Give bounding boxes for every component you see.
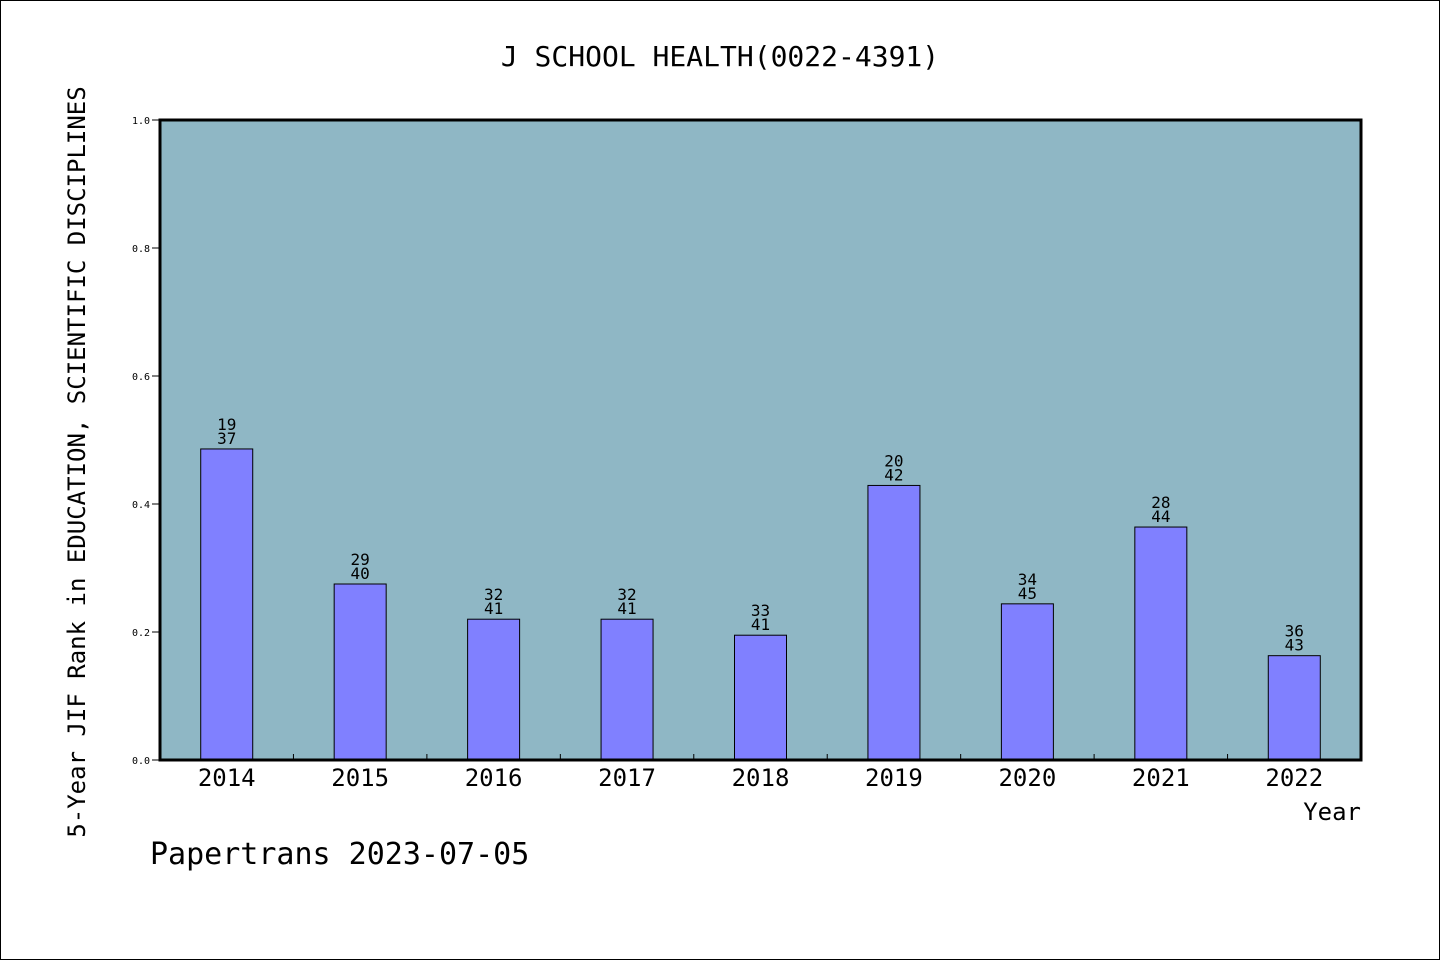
bar-2018 (734, 634, 787, 761)
x-tick-label-2015: 2015 (331, 764, 389, 792)
bar-label-total-2019: 42 (884, 465, 903, 484)
bar-label-total-2016: 41 (484, 599, 503, 618)
y-axis-title: 5-Year JIF Rank in EDUCATION, SCIENTIFIC… (63, 86, 91, 837)
bar-label-rank-2022: 36 (1285, 622, 1304, 641)
bar-2019 (867, 484, 921, 761)
bar-label-total-2020: 45 (1018, 584, 1037, 603)
bar-2022 (1267, 655, 1321, 761)
bar-label-total-2015: 40 (351, 564, 370, 583)
x-tick-label-2014: 2014 (198, 764, 256, 792)
bar-2015 (333, 583, 387, 761)
bar-2021 (1134, 526, 1188, 761)
plot-border (158, 118, 1363, 762)
y-tick-label: 0.2 (132, 628, 150, 639)
y-axis: 0.0 0.2 0.4 0.6 0.8 1.0 (132, 116, 160, 767)
y-tick-label: 1.0 (132, 116, 150, 127)
x-tick-label-2020: 2020 (998, 764, 1056, 792)
bar-label-total-2017: 41 (617, 599, 636, 618)
bar-label-rank-2014: 19 (217, 415, 236, 434)
bar-label-rank-2017: 32 (617, 585, 636, 604)
bar-2020 (1000, 603, 1054, 761)
bar-label-total-2022: 43 (1285, 636, 1304, 655)
bar-2016 (467, 618, 521, 761)
x-tick-label-2021: 2021 (1132, 764, 1190, 792)
bar-2017 (600, 618, 654, 761)
x-tick-label-2019: 2019 (865, 764, 923, 792)
x-axis: 2014 2015 2016 2017 2018 2019 2020 2021 2022 (159, 754, 1362, 792)
y-tick-label: 0.0 (132, 756, 150, 767)
x-axis-title: Year (1303, 798, 1361, 826)
bar-label-rank-2020: 34 (1018, 570, 1037, 589)
x-tick-label-2022: 2022 (1265, 764, 1323, 792)
x-tick-label-2016: 2016 (465, 764, 523, 792)
bar-label-rank-2021: 28 (1151, 493, 1170, 512)
bar-label-rank-2018: 33 (751, 601, 770, 620)
x-tick-label-2017: 2017 (598, 764, 656, 792)
bar-label-rank-2015: 29 (351, 550, 370, 569)
y-tick-label: 0.4 (132, 500, 150, 511)
bars-layer (200, 448, 1321, 761)
bar-label-rank-2019: 20 (884, 451, 903, 470)
chart-title: J SCHOOL HEALTH(0022-4391) (501, 40, 939, 73)
bar-label-rank-2016: 32 (484, 585, 503, 604)
bar-label-total-2018: 41 (751, 615, 770, 634)
y-tick-label: 0.8 (132, 244, 150, 255)
footer-credit: Papertrans 2023-07-05 (150, 837, 529, 872)
bar-label-total-2014: 37 (217, 429, 236, 448)
x-tick-label-2018: 2018 (732, 764, 790, 792)
bar-label-total-2021: 44 (1151, 507, 1170, 526)
y-tick-label: 0.6 (132, 372, 150, 383)
bar-2014 (200, 448, 254, 761)
